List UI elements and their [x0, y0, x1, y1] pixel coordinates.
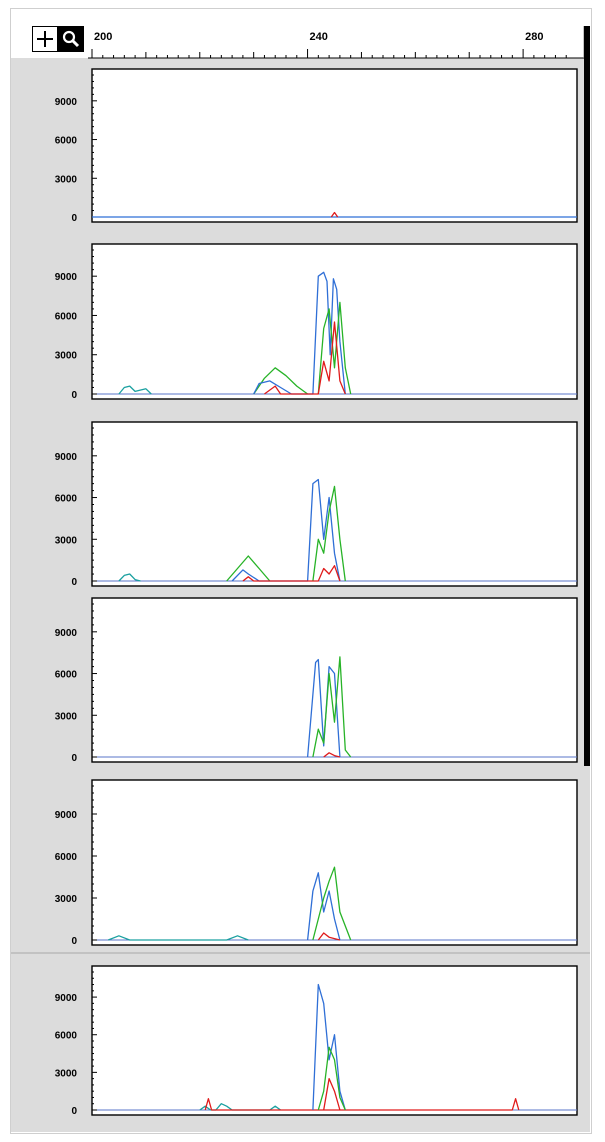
panel-2-series-green-1: [253, 367, 308, 395]
x-tick-label: 240: [310, 31, 328, 43]
panel-6-series-red-4: [323, 1077, 341, 1111]
scrollbar-edge: [584, 26, 590, 766]
plus-icon[interactable]: [32, 26, 58, 52]
panel-2-series-green-3: [317, 301, 352, 395]
panel-4-series-red-2: [323, 752, 341, 758]
panel-1-series-red-1: [330, 211, 339, 218]
panel-4-series-green-1: [312, 656, 352, 758]
y-tick-label: 9000: [55, 452, 78, 463]
y-tick-label: 0: [71, 936, 77, 947]
y-tick-label: 0: [71, 213, 77, 224]
y-tick-label: 3000: [55, 174, 78, 185]
panel-3-series-green-1: [226, 555, 271, 582]
y-tick-label: 9000: [55, 810, 78, 821]
x-tick-label: 280: [525, 31, 543, 43]
panel-6-series-red-1: [204, 1098, 520, 1111]
panel-3-frame: [91, 421, 578, 587]
panel-2-series-teal-0: [118, 385, 152, 395]
x-tick-label: 200: [94, 31, 112, 43]
panel-4-series-blue-0: [306, 658, 341, 758]
y-tick-label: 6000: [55, 1031, 78, 1042]
panel-2-series-blue-2: [253, 271, 346, 395]
y-tick-label: 6000: [55, 670, 78, 681]
y-tick-label: 0: [71, 390, 77, 401]
panel-3-series-blue-2: [231, 478, 341, 582]
top-axis-strip: [88, 26, 584, 58]
y-tick-label: 6000: [55, 852, 78, 863]
y-tick-label: 3000: [55, 894, 78, 905]
y-tick-label: 6000: [55, 136, 78, 147]
panel-3-series-green-3: [312, 485, 346, 582]
y-tick-label: 9000: [55, 628, 78, 639]
panel-1-frame: [91, 68, 578, 223]
y-tick-label: 0: [71, 577, 77, 588]
panel-3-series-teal-0: [118, 573, 141, 582]
y-tick-label: 9000: [55, 97, 78, 108]
panel-5-series-teal-0: [107, 935, 249, 941]
panel-3-series-red-4: [242, 565, 341, 582]
panel-6-series-green-3: [317, 1046, 346, 1111]
panel-5-series-blue-1: [306, 872, 341, 941]
panel-2-series-red-4: [264, 321, 346, 395]
y-tick-label: 3000: [55, 351, 78, 362]
panel-6-series-teal-0: [199, 1103, 281, 1111]
y-tick-label: 9000: [55, 993, 78, 1004]
y-tick-label: 6000: [55, 494, 78, 505]
y-tick-label: 3000: [55, 1068, 78, 1079]
panel-5-series-red-3: [317, 932, 341, 941]
y-tick-label: 0: [71, 1106, 77, 1117]
magnifier-icon[interactable]: [58, 26, 84, 52]
y-tick-label: 6000: [55, 311, 78, 322]
panel-6-series-blue-2: [312, 983, 346, 1111]
y-tick-label: 0: [71, 753, 77, 764]
y-tick-label: 9000: [55, 272, 78, 283]
y-tick-label: 3000: [55, 535, 78, 546]
panel-5-series-green-2: [312, 866, 352, 941]
y-tick-label: 3000: [55, 711, 78, 722]
